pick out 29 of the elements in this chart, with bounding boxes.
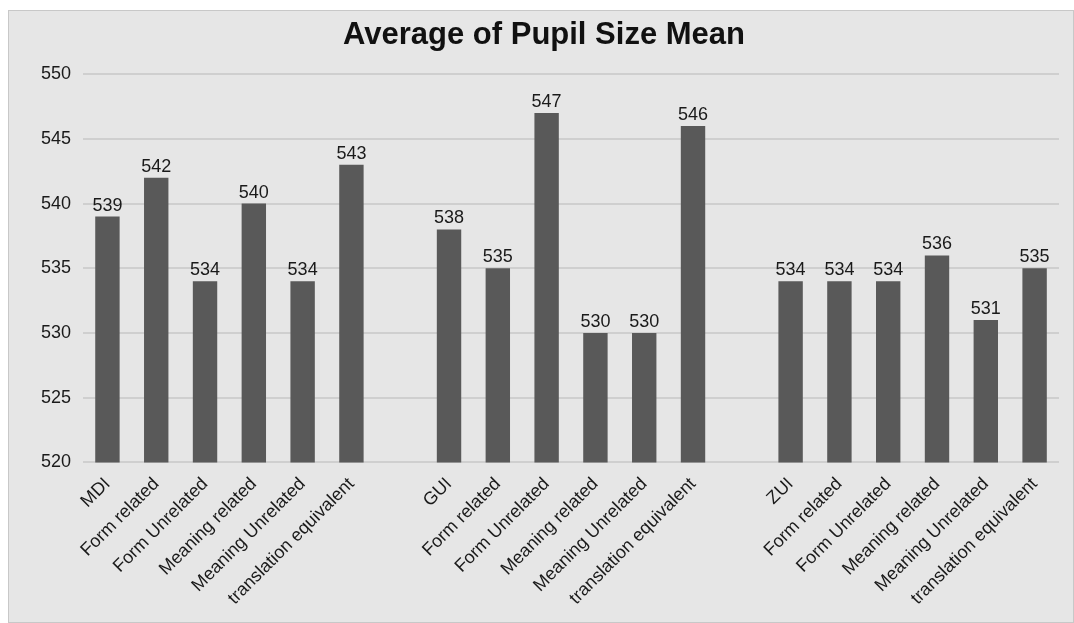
y-tick-label: 540 <box>40 192 72 213</box>
x-tick-label: GUI <box>418 473 456 511</box>
data-label: 535 <box>1019 246 1050 267</box>
data-label: 530 <box>629 310 660 331</box>
data-label: 543 <box>336 142 367 163</box>
data-label: 534 <box>287 259 318 280</box>
data-label: 540 <box>238 181 269 202</box>
data-label: 530 <box>580 310 611 331</box>
x-tick-label: MDI <box>76 473 114 511</box>
y-tick-label: 530 <box>40 321 72 342</box>
y-tick-label: 550 <box>40 63 72 84</box>
data-label: 534 <box>190 259 221 280</box>
y-tick-label: 535 <box>40 257 72 278</box>
data-label: 539 <box>92 194 123 215</box>
y-tick-label: 525 <box>40 386 72 407</box>
data-label: 531 <box>970 298 1001 319</box>
data-label: 546 <box>677 103 709 124</box>
y-tick-label: 545 <box>40 127 72 148</box>
chart-title: Average of Pupil Size Mean <box>343 16 745 52</box>
data-label: 535 <box>482 246 513 267</box>
data-label: 536 <box>921 233 953 254</box>
data-label: 534 <box>873 259 904 280</box>
data-label: 534 <box>775 259 806 280</box>
data-label: 534 <box>824 259 855 280</box>
data-label: 538 <box>434 207 465 228</box>
y-tick-label: 520 <box>40 451 72 472</box>
x-tick-label: ZUI <box>762 473 797 508</box>
data-label: 542 <box>141 155 172 176</box>
data-label: 547 <box>531 90 562 111</box>
